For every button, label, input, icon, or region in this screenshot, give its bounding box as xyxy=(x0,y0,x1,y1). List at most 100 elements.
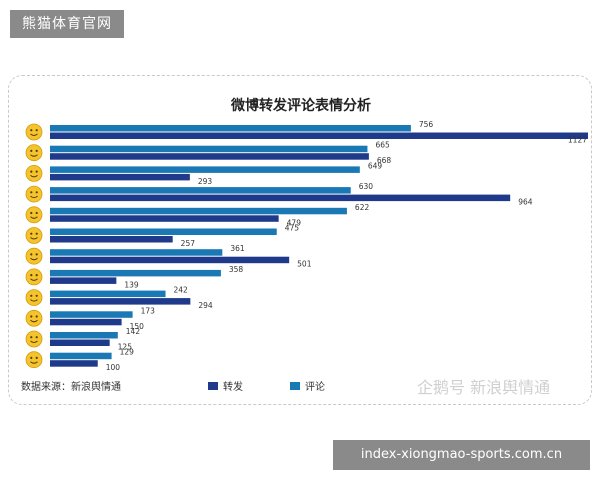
source-note: 数据来源：新浪舆情通 xyxy=(21,380,121,393)
emoji-4-icon-eye-right xyxy=(35,191,38,194)
label-comment-9: 242 xyxy=(174,286,189,295)
emoji-1-icon xyxy=(25,123,43,141)
label-repost-12: 100 xyxy=(106,363,121,372)
bar-comment-4 xyxy=(50,187,351,194)
emoji-11-icon-eye-left xyxy=(30,336,33,339)
emoji-2-icon-eye-right xyxy=(35,149,38,152)
emoji-9-icon xyxy=(25,289,43,307)
emoji-7-icon-eye-right xyxy=(35,253,38,256)
bar-comment-12 xyxy=(50,352,112,360)
emoji-7-icon xyxy=(25,247,43,265)
bar-repost-1 xyxy=(50,132,588,139)
bar-repost-5 xyxy=(50,215,279,222)
emoji-5-icon-mouth xyxy=(30,216,38,219)
emoji-11-icon-mouth xyxy=(30,340,38,343)
emoji-8-icon-mouth xyxy=(30,278,38,281)
bar-comment-10 xyxy=(50,311,133,318)
emoji-12-icon-eye-right xyxy=(35,356,38,359)
label-repost-4: 964 xyxy=(518,198,533,207)
label-comment-3: 649 xyxy=(368,161,383,170)
legend-label-repost: 转发 xyxy=(223,380,243,393)
emoji-3-icon xyxy=(25,165,43,182)
emoji-12-icon-eye-left xyxy=(30,356,33,359)
emoji-10-icon-eye-right xyxy=(35,315,38,318)
legend-swatch-repost xyxy=(208,382,218,390)
emoji-4-icon-eye-left xyxy=(30,191,33,194)
label-repost-10: 150 xyxy=(130,322,145,331)
emoji-5-icon xyxy=(25,206,43,224)
emoji-1-icon-mouth xyxy=(30,133,38,136)
bar-comment-11 xyxy=(50,332,118,339)
emoji-2-icon-eye-left xyxy=(30,149,33,152)
bar-repost-4 xyxy=(50,194,511,202)
label-comment-2: 665 xyxy=(375,141,390,150)
label-comment-11: 142 xyxy=(126,327,141,336)
label-repost-7: 501 xyxy=(297,260,312,269)
emoji-4-icon xyxy=(25,185,43,203)
bar-repost-10 xyxy=(50,318,122,326)
bar-repost-2 xyxy=(50,153,369,160)
emoji-9-icon-mouth xyxy=(30,299,38,302)
bar-comment-1 xyxy=(50,125,411,132)
emoji-7-icon-eye-left xyxy=(30,253,33,256)
label-comment-1: 756 xyxy=(419,120,434,129)
bar-comment-8 xyxy=(50,269,221,277)
site-name-banner: 熊猫体育官网 xyxy=(10,10,124,38)
watermark: 企鹅号 新浪舆情通 xyxy=(417,378,550,397)
emoji-6-icon-eye-left xyxy=(30,232,33,235)
legend-swatch-comment xyxy=(290,382,300,390)
bar-repost-7 xyxy=(50,256,290,264)
emoji-8-icon-eye-right xyxy=(35,274,38,277)
emoji-7-icon-mouth xyxy=(30,257,38,261)
emoji-10-icon-eye-left xyxy=(30,315,33,318)
emoji-2-icon-mouth xyxy=(30,154,38,157)
url-banner: index-xiongmao-sports.com.cn xyxy=(333,440,590,470)
bar-comment-9 xyxy=(50,290,166,298)
label-repost-3: 293 xyxy=(198,177,213,186)
bar-repost-12 xyxy=(50,360,98,367)
emoji-11-icon-eye-right xyxy=(35,336,38,339)
emoji-8-icon-eye-left xyxy=(30,274,33,277)
bar-repost-6 xyxy=(50,236,173,243)
bar-comment-3 xyxy=(50,166,360,173)
bar-comment-6 xyxy=(50,228,277,235)
label-repost-6: 257 xyxy=(181,239,196,248)
emoji-2-icon xyxy=(25,144,43,162)
label-repost-9: 294 xyxy=(198,301,213,310)
label-comment-6: 475 xyxy=(285,224,300,233)
emoji-5-icon-eye-left xyxy=(30,211,33,215)
emoji-3-icon-eye-right xyxy=(35,170,38,173)
label-comment-7: 361 xyxy=(230,244,245,253)
emoji-1-icon-eye-right xyxy=(35,129,38,132)
emoji-8-icon xyxy=(25,268,43,286)
label-repost-5: 479 xyxy=(287,218,302,227)
emoji-6-icon-mouth xyxy=(30,237,38,240)
legend-label-comment: 评论 xyxy=(305,380,325,393)
label-comment-10: 173 xyxy=(141,306,156,315)
emoji-12-icon-mouth xyxy=(30,361,38,364)
label-repost-1: 1127 xyxy=(568,136,587,145)
label-repost-2: 668 xyxy=(377,156,392,165)
emoji-4-icon-mouth xyxy=(30,195,38,199)
label-comment-12: 129 xyxy=(120,348,135,357)
label-comment-5: 622 xyxy=(355,203,370,212)
emoji-6-icon-eye-right xyxy=(35,232,38,235)
emoji-12-icon xyxy=(25,351,43,369)
bar-comment-7 xyxy=(50,249,223,256)
emoji-10-icon-mouth xyxy=(30,319,38,323)
chart-card: 微博转发评论表情分析 756 1127 665 668 649 293 630 964 622 4… xyxy=(8,75,592,405)
emoji-5-icon-eye-right xyxy=(35,211,38,215)
label-repost-8: 139 xyxy=(124,280,139,289)
bar-repost-11 xyxy=(50,339,110,346)
emoji-10-icon xyxy=(25,309,43,327)
bar-repost-3 xyxy=(50,173,190,181)
label-comment-4: 630 xyxy=(359,182,374,191)
emoji-11-icon xyxy=(25,330,43,348)
bar-comment-5 xyxy=(50,207,347,215)
emoji-3-icon-eye-left xyxy=(30,170,33,173)
emoji-6-icon xyxy=(25,227,43,244)
bar-comment-2 xyxy=(50,145,368,153)
label-repost-11: 125 xyxy=(118,343,133,352)
